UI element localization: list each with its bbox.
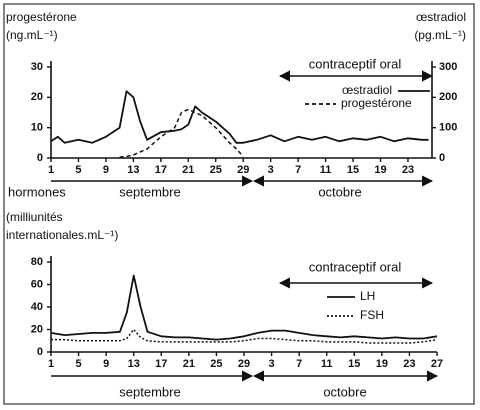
legend-label: FSH	[360, 308, 384, 322]
x-tick-label: 21	[182, 164, 194, 176]
series-line	[51, 328, 438, 344]
y-tick-label: 0	[37, 346, 43, 358]
x-tick-label: 19	[376, 358, 388, 370]
y2-tick-label: 100	[439, 122, 457, 134]
y2-tick-label: 200	[439, 91, 457, 103]
month-label: septembre	[119, 184, 180, 199]
y2-tick-label: 300	[439, 61, 457, 73]
x-tick-label: 29	[238, 358, 250, 370]
y-tick-label: 60	[31, 278, 43, 290]
x-tick-label: 9	[103, 358, 109, 370]
x-tick-label: 19	[374, 164, 386, 176]
x-tick-label: 17	[155, 358, 167, 370]
series-line	[50, 274, 438, 341]
y-tick-label: 20	[31, 91, 43, 103]
y2-axis-label: (pg.mL⁻¹)	[414, 28, 466, 42]
y-axis-label: (ng.mL⁻¹)	[6, 28, 58, 42]
x-tick-label: 23	[403, 358, 415, 370]
legend-label: progestérone	[341, 96, 412, 110]
x-tick-label: 25	[210, 358, 222, 370]
month-label: octobre	[323, 384, 366, 399]
x-tick-label: 17	[155, 164, 167, 176]
treatment-label: contraceptif oral	[309, 259, 402, 274]
x-tick-label: 11	[321, 358, 333, 370]
x-tick-label: 3	[269, 358, 275, 370]
legend-label: LH	[360, 289, 375, 303]
frame	[3, 3, 475, 405]
x-tick-label: 25	[210, 164, 222, 176]
timeline-label: hormones	[8, 184, 66, 199]
y-tick-label: 20	[31, 323, 43, 335]
x-tick-label: 5	[76, 358, 82, 370]
x-tick-label: 21	[183, 358, 195, 370]
y2-axis-label: œstradiol	[416, 10, 466, 24]
x-tick-label: 29	[237, 164, 249, 176]
x-tick-label: 7	[296, 358, 302, 370]
x-tick-label: 13	[128, 358, 140, 370]
y-tick-label: 0	[37, 152, 43, 164]
y-axis-label: (milliunités	[6, 210, 63, 224]
x-tick-label: 13	[127, 164, 139, 176]
y-axis-label: internationales.mL⁻¹)	[6, 228, 118, 242]
y2-tick-label: 0	[439, 152, 445, 164]
x-tick-label: 27	[431, 358, 443, 370]
y-tick-label: 40	[31, 301, 43, 313]
x-tick-label: 3	[268, 164, 274, 176]
treatment-label: contraceptif oral	[309, 56, 402, 71]
y-axis-label: progestérone	[6, 10, 77, 24]
month-label: octobre	[318, 184, 361, 199]
x-tick-label: 1	[48, 164, 54, 176]
y-tick-label: 10	[31, 122, 43, 134]
series-line	[119, 108, 244, 158]
x-tick-label: 11	[320, 164, 332, 176]
x-tick-label: 5	[75, 164, 81, 176]
month-label: septembre	[119, 384, 180, 399]
y-tick-label: 80	[31, 256, 43, 268]
x-tick-label: 15	[347, 164, 359, 176]
x-tick-label: 23	[402, 164, 414, 176]
x-tick-label: 15	[348, 358, 360, 370]
x-tick-label: 9	[103, 164, 109, 176]
y-tick-label: 30	[31, 61, 43, 73]
series-line	[50, 90, 429, 144]
x-tick-label: 1	[48, 358, 54, 370]
legend-label: œstradiol	[342, 83, 392, 97]
x-tick-label: 7	[295, 164, 301, 176]
